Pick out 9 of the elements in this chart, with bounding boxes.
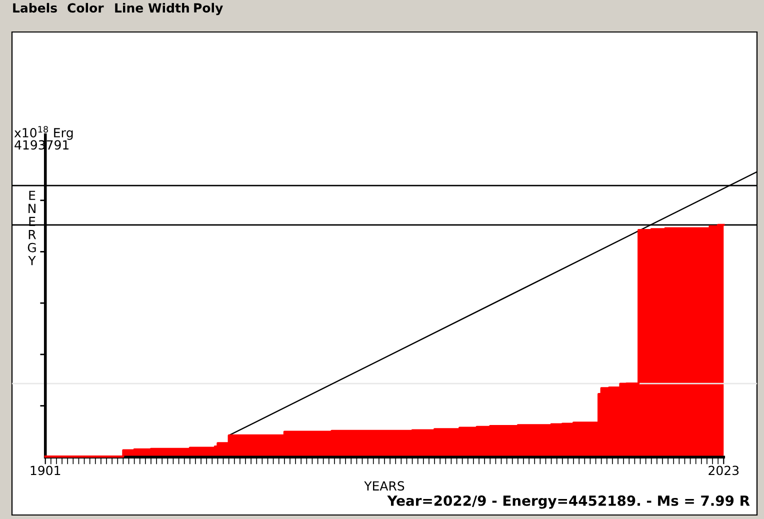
text: Line Width xyxy=(115,2,189,13)
x-tick-label: 2023 xyxy=(708,466,739,476)
x-tick-label: 1901 xyxy=(30,466,60,476)
text: Labels xyxy=(13,2,57,13)
text: Poly xyxy=(194,2,223,16)
text: Color xyxy=(68,2,104,13)
text: Year=2022/9 - Energy=4452189. - Ms = 7.99 R xyxy=(387,495,750,509)
text: x10$^{18}$ Erg xyxy=(14,126,73,140)
x-axis-title: YEARS xyxy=(364,481,404,491)
